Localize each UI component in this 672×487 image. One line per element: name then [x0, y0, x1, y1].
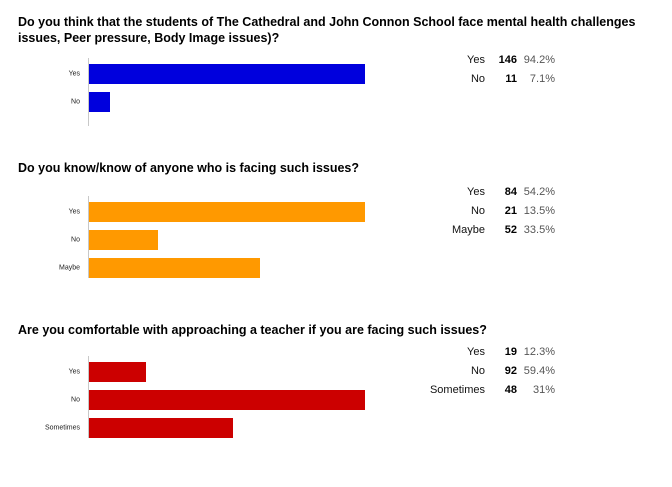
chart-1-category-label: Yes: [68, 70, 80, 78]
chart-2-bar: [89, 202, 365, 222]
stat-percent: 7.1%: [529, 73, 555, 85]
chart-3: Yes No Sometimes: [28, 356, 368, 438]
chart-1: Yes No: [28, 58, 368, 126]
stat-label: Maybe: [451, 224, 485, 236]
stat-percent: 12.3%: [523, 346, 555, 358]
chart-2-bar: [89, 230, 158, 250]
chart-2-plot: [88, 196, 365, 278]
stat-percent: 59.4%: [523, 365, 555, 377]
chart-1-category-label: No: [71, 98, 80, 106]
chart-3-stat-row: No 92 59.4%: [410, 363, 555, 379]
chart-3-stat-row: Yes 19 12.3%: [410, 344, 555, 360]
chart-2-bar: [89, 258, 260, 278]
chart-2-category-label: Maybe: [58, 264, 80, 272]
chart-3-bar: [89, 418, 233, 438]
stat-label: No: [470, 73, 485, 85]
chart-2-title: Do you know/know of anyone who is facing…: [18, 161, 360, 175]
chart-1-plot: [88, 58, 365, 126]
chart-1-stats: Yes 146 94.2% No 11 7.1%: [410, 52, 555, 92]
chart-3-bar: [89, 390, 365, 410]
chart-2-category-label: No: [71, 236, 80, 244]
stat-count: 21: [504, 205, 517, 217]
stat-count: 11: [505, 73, 517, 85]
stat-percent: 54.2%: [523, 186, 555, 198]
stat-label: Sometimes: [429, 384, 485, 396]
chart-3-category-label: Yes: [68, 368, 80, 376]
chart-1-stat-row: No 11 7.1%: [410, 71, 555, 87]
chart-3-bar: [89, 362, 146, 382]
chart-1-title: Do you think that the students of The Ca…: [18, 15, 636, 45]
stat-count: 52: [504, 224, 517, 236]
stat-count: 84: [504, 186, 517, 198]
stat-label: Yes: [467, 346, 485, 358]
stat-count: 48: [504, 384, 517, 396]
chart-3-category-label: No: [71, 396, 80, 404]
stat-label: Yes: [467, 54, 485, 66]
chart-2-stat-row: Maybe 52 33.5%: [410, 222, 555, 238]
stat-count: 146: [498, 54, 517, 66]
chart-2: Yes No Maybe: [28, 196, 368, 278]
stat-label: No: [470, 365, 485, 377]
chart-2-stat-row: Yes 84 54.2%: [410, 184, 555, 200]
chart-3-title: Are you comfortable with approaching a t…: [18, 323, 487, 337]
chart-3-category-label: Sometimes: [44, 424, 80, 432]
chart-1-stat-row: Yes 146 94.2%: [410, 52, 555, 68]
stat-percent: 33.5%: [523, 224, 555, 236]
chart-2-category-label: Yes: [68, 208, 80, 216]
stat-label: Yes: [467, 186, 485, 198]
chart-3-stat-row: Sometimes 48 31%: [410, 382, 555, 398]
chart-3-stats: Yes 19 12.3% No 92 59.4% Sometimes 48 31%: [410, 344, 555, 400]
stat-count: 19: [504, 346, 517, 358]
stat-count: 92: [504, 365, 517, 377]
chart-2-stat-row: No 21 13.5%: [410, 203, 555, 219]
stat-percent: 94.2%: [523, 54, 555, 66]
chart-1-bar: [89, 64, 365, 84]
stat-label: No: [470, 205, 485, 217]
stat-percent: 31%: [532, 384, 555, 396]
stat-percent: 13.5%: [523, 205, 555, 217]
chart-3-plot: [88, 356, 365, 438]
chart-2-stats: Yes 84 54.2% No 21 13.5% Maybe 52 33.5%: [410, 184, 555, 240]
chart-1-bar: [89, 92, 110, 112]
